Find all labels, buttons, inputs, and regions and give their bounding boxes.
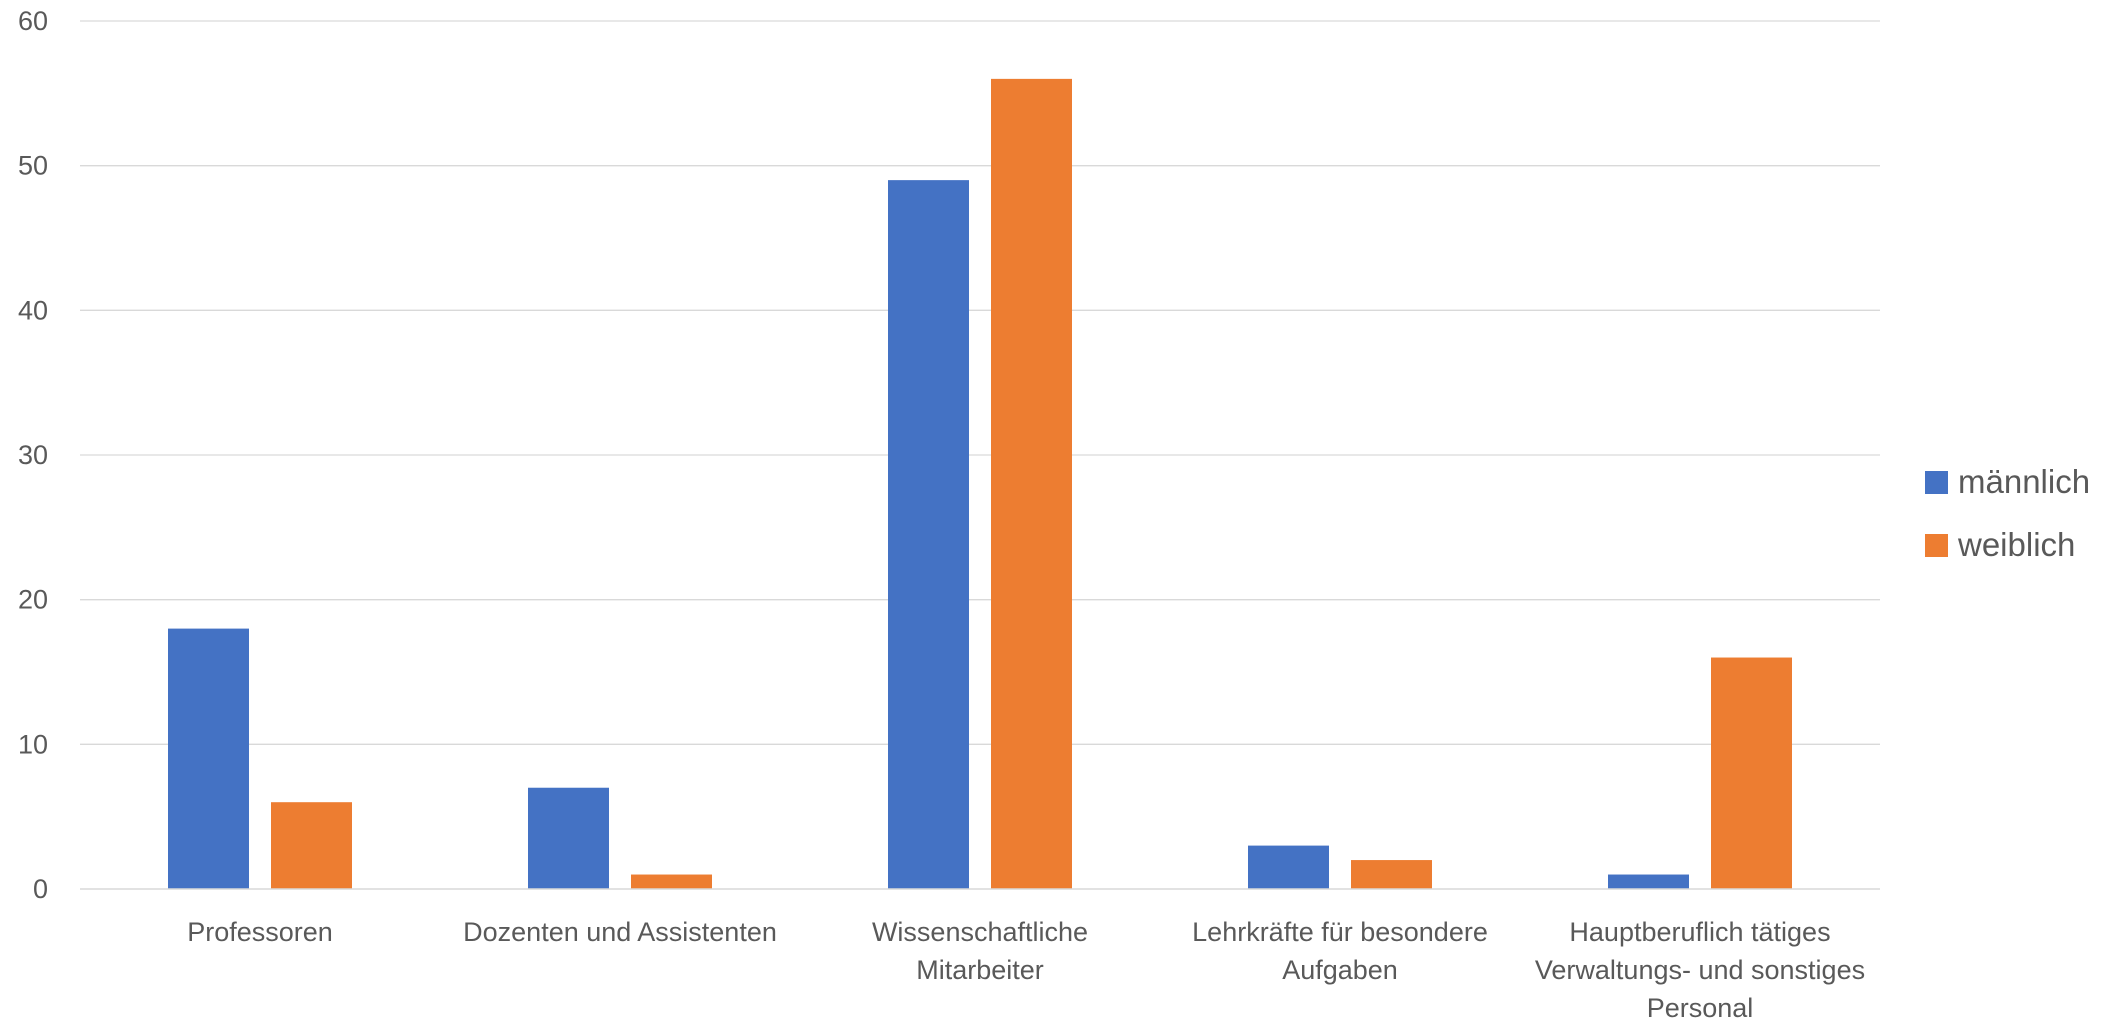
legend-swatch xyxy=(1925,471,1948,494)
x-category-label: Lehrkräfte für besondere Aufgaben xyxy=(1192,917,1488,985)
y-tick-label: 50 xyxy=(18,151,48,181)
bar-weiblich-3 xyxy=(1351,860,1432,889)
y-tick-label: 60 xyxy=(18,6,48,36)
bars xyxy=(168,78,1792,890)
legend-swatch xyxy=(1925,534,1948,557)
x-category-label: Wissenschaftliche Mitarbeiter xyxy=(872,917,1088,985)
y-tick-label: 40 xyxy=(18,295,48,325)
bar-weiblich-4 xyxy=(1711,657,1792,889)
y-axis-ticks: 0 10 20 30 40 50 60 xyxy=(18,6,48,904)
legend: männlich weiblich xyxy=(1925,463,2090,563)
legend-label: weiblich xyxy=(1957,526,2075,563)
x-category-label: Professoren xyxy=(187,917,333,947)
y-tick-label: 10 xyxy=(18,729,48,759)
bar-männlich-1 xyxy=(528,787,609,889)
bar-männlich-0 xyxy=(168,628,249,889)
bar-männlich-3 xyxy=(1248,845,1329,889)
x-category-label: Hauptberuflich tätiges Verwaltungs- und s… xyxy=(1535,917,1865,1020)
bar-männlich-2 xyxy=(888,180,969,890)
bar-männlich-4 xyxy=(1608,874,1689,889)
bar-weiblich-2 xyxy=(991,78,1072,889)
y-tick-label: 30 xyxy=(18,440,48,470)
legend-label: männlich xyxy=(1958,463,2090,500)
x-axis-category-labels: Professoren Dozenten und Assistenten Wisse… xyxy=(187,917,1865,1020)
bar-weiblich-0 xyxy=(271,802,352,889)
y-tick-label: 20 xyxy=(18,585,48,615)
x-category-label: Dozenten und Assistenten xyxy=(463,917,777,947)
bar-weiblich-1 xyxy=(631,874,712,889)
y-tick-label: 0 xyxy=(33,874,48,904)
gridlines xyxy=(80,20,1880,745)
